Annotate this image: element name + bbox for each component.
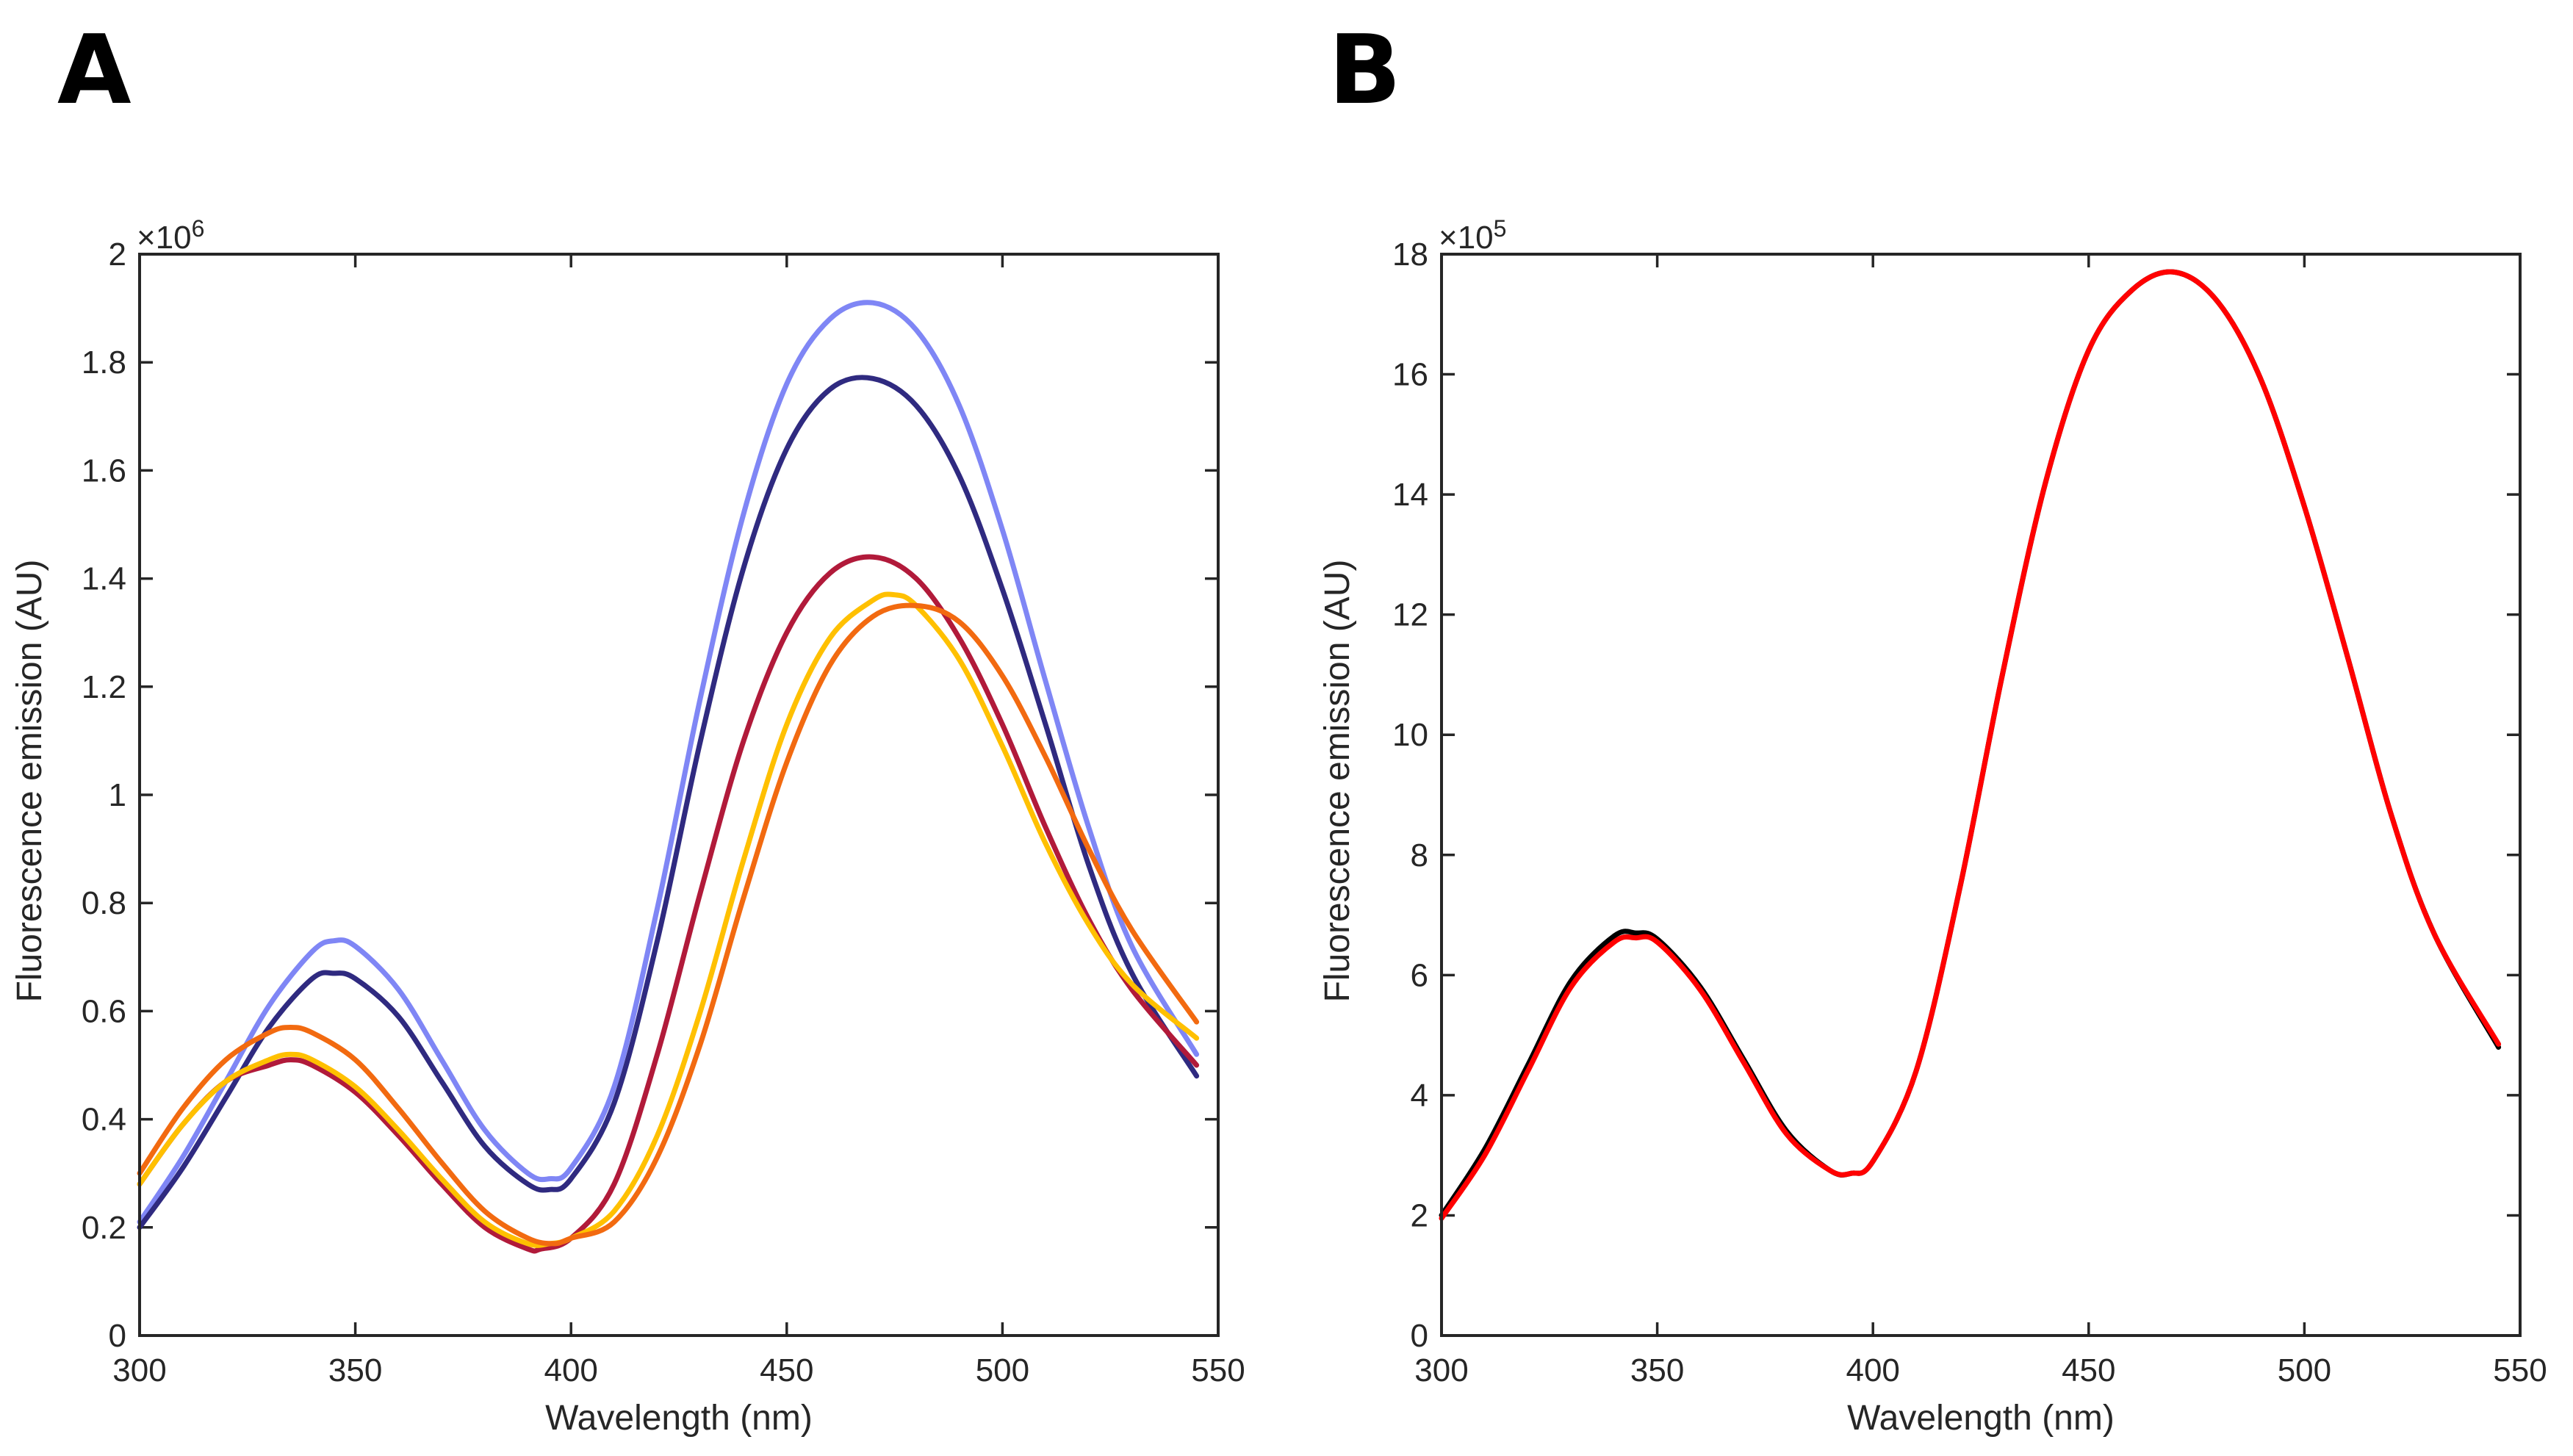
panel-a: A ×106 300 350 400 450 500 550 0 0.2 0.4 0.6 0.8 1 1… [10,14,1245,1438]
y-tick-label-a: 0 [109,1318,126,1354]
y-tick-label-b: 2 [1411,1197,1428,1233]
y-tick-label-b: 6 [1411,957,1428,993]
series-line-a-4 [137,591,1200,1248]
y-tick-label-a: 1.4 [82,561,126,597]
y-tick-label-a: 0.8 [82,885,126,921]
y-tick-label-b: 16 [1392,357,1428,393]
series-line-b-2 [1439,269,2502,1221]
y-tick-label-b: 10 [1392,717,1428,753]
x-tick-label-a: 500 [976,1352,1029,1388]
y-tick-label-a: 0.4 [82,1102,126,1138]
x-tick-label-b: 350 [1630,1352,1684,1388]
y-axis-label-a: Fluorescence emission (AU) [10,560,49,1003]
series-line-a-3 [137,554,1200,1254]
plot-area-b: 300 350 400 450 500 550 0 2 4 6 8 10 12 14 16 18 [1392,237,2547,1388]
y-tick-label-a: 1.6 [82,453,126,489]
x-tick-label-b: 550 [2493,1352,2547,1388]
x-tick-label-b: 500 [2278,1352,2331,1388]
x-axis-label-b: Wavelength (nm) [1847,1399,2115,1438]
series-line-a-1 [137,300,1200,1225]
y-tick-label-a: 0.6 [82,993,126,1029]
x-tick-label-a: 550 [1191,1352,1245,1388]
y-exponent-label-a: ×106 [137,215,204,256]
y-tick-label-a: 1.8 [82,345,126,381]
plot-area-a: 300 350 400 450 500 550 0 0.2 0.4 0.6 0.8 1 1.2 1.4 1.… [82,237,1245,1388]
y-exponent-label-b: ×105 [1439,215,1506,256]
y-tick-label-b: 14 [1392,477,1428,513]
x-tick-label-a: 400 [544,1352,597,1388]
panel-letter-a: A [57,14,132,126]
x-axis-label-a: Wavelength (nm) [545,1399,813,1438]
y-tick-label-b: 12 [1392,597,1428,633]
x-tick-label-b: 450 [2062,1352,2115,1388]
panel-letter-b: B [1328,14,1401,126]
y-tick-label-b: 0 [1411,1318,1428,1354]
series-line-a-5 [137,602,1200,1247]
y-tick-label-b: 8 [1411,837,1428,873]
y-axis-label-b: Fluorescence emission (AU) [1318,560,1357,1003]
y-tick-label-a: 1.2 [82,669,126,705]
y-tick-label-b: 4 [1411,1078,1428,1114]
x-tick-label-b: 300 [1414,1352,1468,1388]
y-tick-label-b: 18 [1392,237,1428,273]
plot-frame-a [138,253,1220,1337]
series-line-b-1 [1439,269,2502,1218]
x-tick-label-b: 400 [1846,1352,1899,1388]
y-tick-label-a: 1 [109,777,126,813]
x-tick-label-a: 450 [760,1352,813,1388]
x-tick-label-a: 350 [328,1352,382,1388]
series-line-a-2 [137,375,1200,1230]
x-tick-label-a: 300 [112,1352,166,1388]
plot-frame-b [1440,253,2522,1337]
y-tick-label-a: 2 [109,237,126,273]
y-tick-label-a: 0.2 [82,1210,126,1246]
panel-b: B ×105 300 350 400 450 500 550 0 2 4 6 8 10 12 14 16 18… [1318,14,2547,1438]
